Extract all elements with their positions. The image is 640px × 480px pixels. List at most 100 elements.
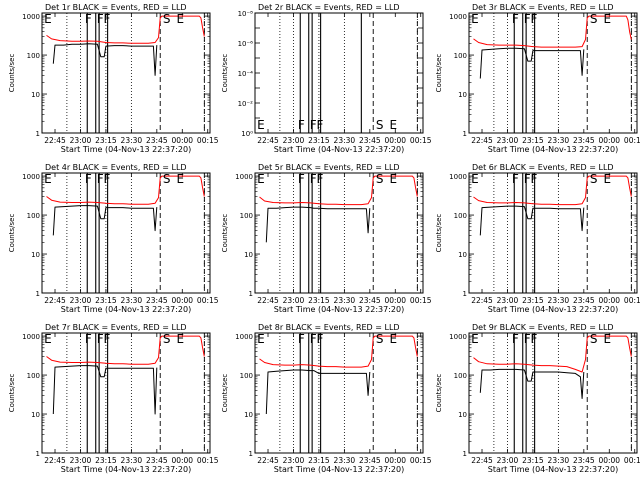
marker-letter-f: F bbox=[85, 12, 92, 26]
marker-letter-e: E bbox=[603, 332, 611, 346]
x-tick-label: 23:00 bbox=[283, 296, 305, 305]
chart-title: Det 9r BLACK = Events, RED = LLD bbox=[472, 323, 614, 332]
lld-series-line bbox=[473, 15, 632, 48]
y-tick-label: 10⁻² bbox=[238, 100, 254, 108]
y-tick-label: 1000 bbox=[22, 13, 40, 21]
x-tick-label: 23:15 bbox=[308, 296, 330, 305]
marker-letter-s: S bbox=[590, 332, 598, 346]
marker-letter-f: F bbox=[317, 332, 324, 346]
x-axis-label: Start Time (04-Nov-13 22:37:20) bbox=[274, 465, 404, 474]
x-tick-label: 00:00 bbox=[384, 456, 406, 465]
y-tick-label: 1 bbox=[36, 290, 40, 298]
marker-letter-e: E bbox=[257, 118, 265, 132]
y-tick-label: 1000 bbox=[22, 333, 40, 341]
chart-title: Det 1r BLACK = Events, RED = LLD bbox=[45, 3, 187, 12]
marker-letter-e: E bbox=[389, 332, 397, 346]
x-tick-label: 23:00 bbox=[497, 136, 519, 145]
x-tick-label: 22:45 bbox=[471, 296, 493, 305]
x-tick-label: 00:00 bbox=[171, 296, 193, 305]
marker-letter-f: F bbox=[298, 332, 305, 346]
marker-letter-e: E bbox=[389, 172, 397, 186]
x-tick-label: 23:00 bbox=[497, 296, 519, 305]
y-axis-label: Counts/sec bbox=[8, 214, 16, 253]
chart-title: Det 6r BLACK = Events, RED = LLD bbox=[472, 163, 614, 172]
y-tick-label: 10⁻⁸ bbox=[238, 10, 254, 18]
lld-series-line bbox=[473, 175, 632, 206]
x-tick-label: 23:30 bbox=[121, 296, 143, 305]
y-tick-label: 1000 bbox=[449, 173, 467, 181]
x-tick-label: 23:30 bbox=[548, 456, 570, 465]
y-tick-label: 1 bbox=[36, 130, 40, 138]
lld-series-line bbox=[46, 335, 205, 365]
y-tick-label: 1 bbox=[249, 290, 253, 298]
chart-title: Det 2r BLACK = Events, RED = LLD bbox=[258, 3, 400, 12]
marker-letter-e: E bbox=[176, 332, 184, 346]
y-tick-label: 100 bbox=[27, 372, 40, 380]
x-tick-label: 00:15 bbox=[410, 136, 432, 145]
y-tick-label: 1 bbox=[463, 290, 467, 298]
y-tick-label: 100 bbox=[454, 372, 467, 380]
plot-frame bbox=[41, 12, 211, 134]
marker-letter-f: F bbox=[531, 332, 538, 346]
marker-letter-f: F bbox=[317, 118, 324, 132]
y-tick-label: 10⁻⁴ bbox=[238, 70, 254, 78]
x-tick-label: 23:15 bbox=[95, 136, 117, 145]
x-tick-label: 00:15 bbox=[197, 136, 219, 145]
marker-letter-s: S bbox=[590, 12, 598, 26]
marker-letter-f: F bbox=[104, 332, 111, 346]
x-tick-label: 00:15 bbox=[624, 136, 640, 145]
events-series-line bbox=[479, 47, 585, 79]
x-axis-label: Start Time (04-Nov-13 22:37:20) bbox=[488, 465, 618, 474]
marker-letter-f: F bbox=[524, 172, 531, 186]
y-tick-label: 1 bbox=[463, 450, 467, 458]
marker-letter-f: F bbox=[104, 12, 111, 26]
marker-letter-e: E bbox=[603, 172, 611, 186]
marker-letter-f: F bbox=[531, 12, 538, 26]
marker-letter-s: S bbox=[376, 118, 384, 132]
y-axis-label: Counts/sec bbox=[221, 54, 229, 93]
x-tick-label: 23:30 bbox=[334, 136, 356, 145]
x-axis-label: Start Time (04-Nov-13 22:37:20) bbox=[274, 305, 404, 314]
chart-title: Det 4r BLACK = Events, RED = LLD bbox=[45, 163, 187, 172]
x-tick-label: 00:00 bbox=[171, 136, 193, 145]
marker-letter-e: E bbox=[257, 332, 265, 346]
x-tick-label: 00:15 bbox=[624, 296, 640, 305]
y-axis-label: Counts/sec bbox=[435, 374, 443, 413]
y-tick-label: 100 bbox=[240, 212, 253, 220]
marker-letter-f: F bbox=[298, 172, 305, 186]
x-tick-label: 23:15 bbox=[522, 456, 544, 465]
marker-letter-e: E bbox=[176, 172, 184, 186]
y-tick-label: 10 bbox=[31, 411, 40, 419]
marker-letter-f: F bbox=[97, 332, 104, 346]
x-tick-label: 23:45 bbox=[573, 136, 595, 145]
x-tick-label: 23:15 bbox=[522, 136, 544, 145]
marker-letter-f: F bbox=[317, 172, 324, 186]
marker-letter-s: S bbox=[590, 172, 598, 186]
y-tick-label: 100 bbox=[27, 212, 40, 220]
chart-title: Det 7r BLACK = Events, RED = LLD bbox=[45, 323, 187, 332]
x-tick-label: 00:00 bbox=[384, 136, 406, 145]
marker-letter-e: E bbox=[257, 172, 265, 186]
y-tick-label: 10 bbox=[458, 91, 467, 99]
x-tick-label: 23:00 bbox=[70, 456, 92, 465]
x-tick-label: 23:15 bbox=[308, 456, 330, 465]
lld-series-line bbox=[473, 335, 632, 373]
marker-letter-e: E bbox=[471, 332, 479, 346]
x-tick-label: 23:30 bbox=[548, 136, 570, 145]
x-axis-label: Start Time (04-Nov-13 22:37:20) bbox=[61, 465, 191, 474]
y-axis-label: Counts/sec bbox=[435, 214, 443, 253]
x-tick-label: 23:00 bbox=[70, 296, 92, 305]
x-tick-label: 00:15 bbox=[624, 456, 640, 465]
marker-letter-f: F bbox=[104, 172, 111, 186]
x-tick-label: 22:45 bbox=[44, 296, 66, 305]
x-tick-label: 00:00 bbox=[598, 456, 620, 465]
y-axis-label: Counts/sec bbox=[221, 214, 229, 253]
lld-series-line bbox=[46, 15, 205, 44]
y-tick-label: 1000 bbox=[22, 173, 40, 181]
x-tick-label: 23:45 bbox=[573, 456, 595, 465]
x-tick-label: 23:30 bbox=[121, 136, 143, 145]
x-tick-label: 23:15 bbox=[95, 296, 117, 305]
y-tick-label: 100 bbox=[454, 52, 467, 60]
x-axis-label: Start Time (04-Nov-13 22:37:20) bbox=[61, 145, 191, 154]
plot-frame bbox=[468, 12, 638, 134]
